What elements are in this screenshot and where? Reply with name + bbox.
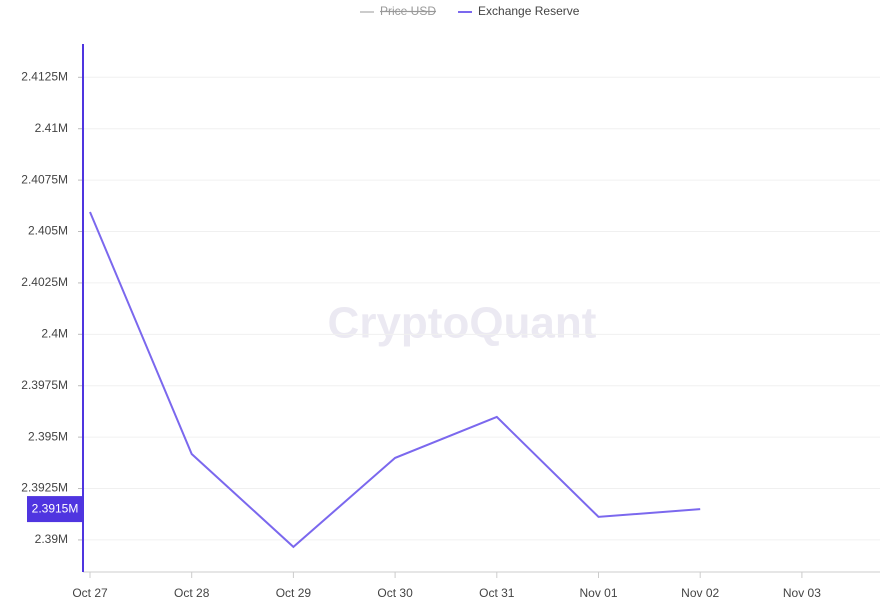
y-tick-label: 2.41M [35,121,68,135]
legend-label[interactable]: Price USD [380,4,436,18]
x-tick-label: Oct 27 [72,586,108,600]
x-tick-label: Oct 28 [174,586,210,600]
x-tick-label: Oct 29 [276,586,312,600]
x-tick-label: Oct 31 [479,586,515,600]
y-tick-label: 2.4075M [21,172,68,186]
y-tick-label: 2.3975M [21,378,68,392]
y-tick-label: 2.3925M [21,481,68,495]
x-tick-label: Nov 01 [579,586,617,600]
legend-label[interactable]: Exchange Reserve [478,4,580,18]
x-tick-label: Nov 03 [783,586,821,600]
current-value-label: 2.3915M [32,501,79,515]
watermark: CryptoQuant [328,299,597,348]
y-tick-label: 2.4M [41,326,68,340]
series-line [89,211,701,549]
x-tick-label: Oct 30 [377,586,413,600]
y-tick-label: 2.395M [28,429,68,443]
y-tick-label: 2.405M [28,224,68,238]
current-value-box [27,496,83,523]
y-tick-label: 2.4025M [21,275,68,289]
y-tick-label: 2.4125M [21,69,68,83]
y-tick-label: 2.39M [35,532,68,546]
x-tick-label: Nov 02 [681,586,719,600]
